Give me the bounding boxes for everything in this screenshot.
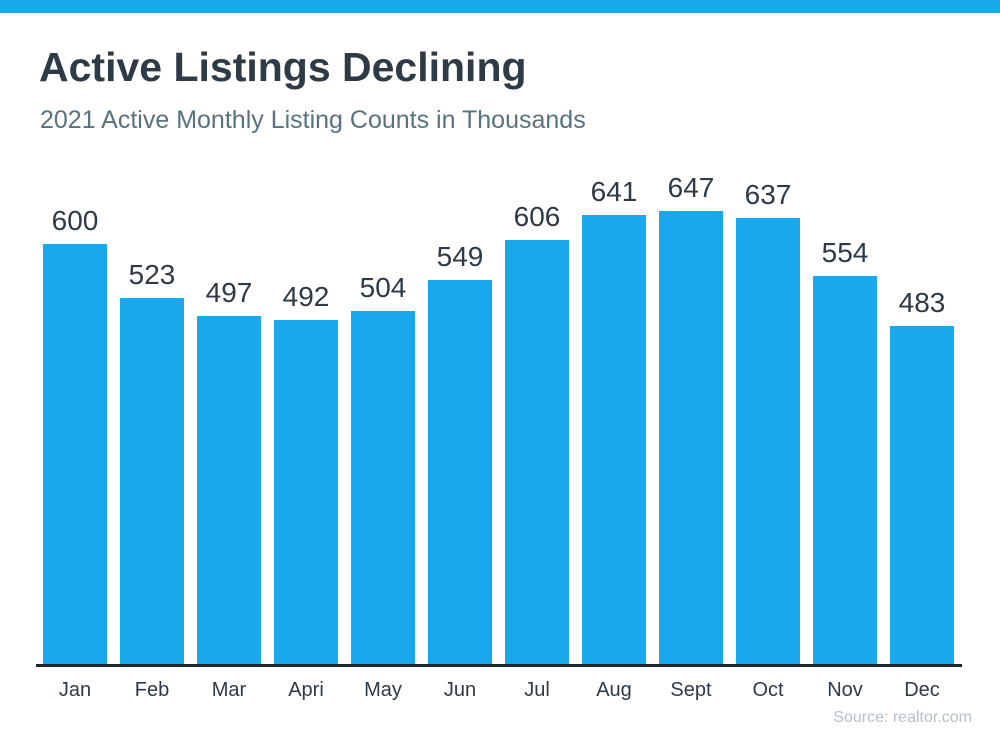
bar-column-apri: 492 bbox=[274, 164, 338, 664]
top-accent-strip bbox=[0, 0, 1000, 13]
x-tick-label: Apri bbox=[288, 679, 324, 701]
bar-column-dec: 483 bbox=[890, 164, 954, 664]
source-attribution: Source: realtor.com bbox=[833, 709, 972, 726]
bar-column-aug: 641 bbox=[582, 164, 646, 664]
bar-rect bbox=[659, 211, 723, 664]
x-tick-label: Aug bbox=[596, 679, 632, 701]
bar-value-label: 497 bbox=[205, 277, 253, 309]
bar-value-label: 554 bbox=[821, 237, 869, 269]
chart-subtitle: 2021 Active Monthly Listing Counts in Th… bbox=[40, 106, 586, 134]
x-tick-label: Jun bbox=[443, 679, 477, 701]
x-tick-label: May bbox=[364, 679, 402, 701]
bar-rect bbox=[197, 316, 261, 664]
bar-column-oct: 637 bbox=[736, 164, 800, 664]
bar-value-label: 600 bbox=[51, 205, 99, 237]
bar-value-label: 483 bbox=[898, 287, 946, 319]
x-tick-label: Mar bbox=[211, 679, 247, 701]
x-tick-label: Sept bbox=[670, 679, 712, 701]
bar-rect bbox=[351, 311, 415, 664]
x-tick-label: Feb bbox=[134, 679, 170, 701]
bar-value-label: 606 bbox=[513, 201, 561, 233]
x-tick-label: Nov bbox=[827, 679, 863, 701]
x-axis-line bbox=[36, 664, 962, 667]
x-tick-label: Dec bbox=[904, 679, 940, 701]
bar-value-label: 523 bbox=[128, 259, 176, 291]
bar-column-may: 504 bbox=[351, 164, 415, 664]
bar-rect bbox=[120, 298, 184, 664]
bar-value-label: 492 bbox=[282, 281, 330, 313]
bar-rect bbox=[428, 280, 492, 664]
bar-column-jun: 549 bbox=[428, 164, 492, 664]
bar-column-feb: 523 bbox=[120, 164, 184, 664]
bar-column-sept: 647 bbox=[659, 164, 723, 664]
bar-rect bbox=[736, 218, 800, 664]
bar-value-label: 647 bbox=[667, 172, 715, 204]
bar-rect bbox=[43, 244, 107, 664]
x-axis-tick-labels: Jan Feb Mar Apri May Jun Jul Aug Sept Oct Nov Dec bbox=[43, 679, 954, 702]
bar-rect bbox=[505, 240, 569, 664]
bar-rect bbox=[582, 215, 646, 664]
bar-column-nov: 554 bbox=[813, 164, 877, 664]
bar-rect bbox=[890, 326, 954, 664]
x-tick-label: Oct bbox=[752, 679, 784, 701]
bar-column-mar: 497 bbox=[197, 164, 261, 664]
bar-value-label: 641 bbox=[590, 176, 638, 208]
bar-column-jul: 606 bbox=[505, 164, 569, 664]
bar-value-label: 637 bbox=[744, 179, 792, 211]
bar-value-label: 504 bbox=[359, 272, 407, 304]
chart-title: Active Listings Declining bbox=[39, 44, 527, 90]
x-tick-label: Jul bbox=[524, 679, 550, 701]
bar-rect bbox=[274, 320, 338, 664]
x-tick-label: Jan bbox=[58, 679, 92, 701]
bar-column-jan: 600 bbox=[43, 164, 107, 664]
bar-rect bbox=[813, 276, 877, 664]
bar-value-label: 549 bbox=[436, 241, 484, 273]
bar-chart-plot-area: 600 523 497 492 504 549 606 641 647 637 554 483 bbox=[43, 164, 954, 664]
